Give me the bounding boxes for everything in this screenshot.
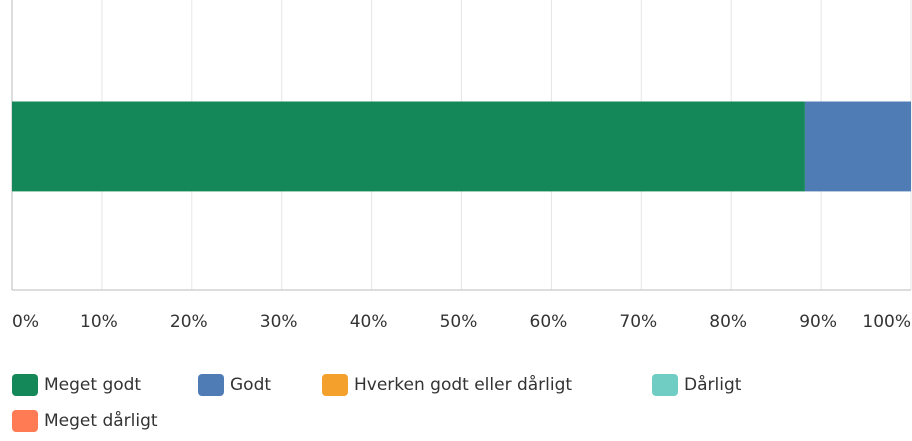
- x-tick-label: 0%: [12, 312, 39, 332]
- bar-segment: [12, 101, 805, 192]
- legend-swatch: [12, 374, 38, 396]
- legend-label: Meget dårligt: [44, 410, 158, 431]
- legend-label: Hverken godt eller dårligt: [354, 374, 572, 395]
- legend-swatch: [12, 410, 38, 432]
- bar-segment: [804, 101, 911, 192]
- legend-label: Dårligt: [684, 374, 742, 395]
- x-tick-label: 10%: [80, 312, 118, 332]
- x-tick-label: 40%: [350, 312, 388, 332]
- legend-label: Godt: [230, 375, 271, 395]
- x-tick-label: 100%: [862, 312, 911, 332]
- x-tick-label: 80%: [709, 312, 747, 332]
- legend-swatch: [322, 374, 348, 396]
- x-tick-label: 90%: [799, 312, 837, 332]
- x-tick-label: 70%: [619, 312, 657, 332]
- legend-swatch: [198, 374, 224, 396]
- legend-swatch: [652, 374, 678, 396]
- x-tick-label: 60%: [530, 312, 568, 332]
- x-tick-label: 20%: [170, 312, 208, 332]
- x-tick-label: 30%: [260, 312, 298, 332]
- legend-label: Meget godt: [44, 375, 141, 395]
- x-tick-label: 50%: [440, 312, 478, 332]
